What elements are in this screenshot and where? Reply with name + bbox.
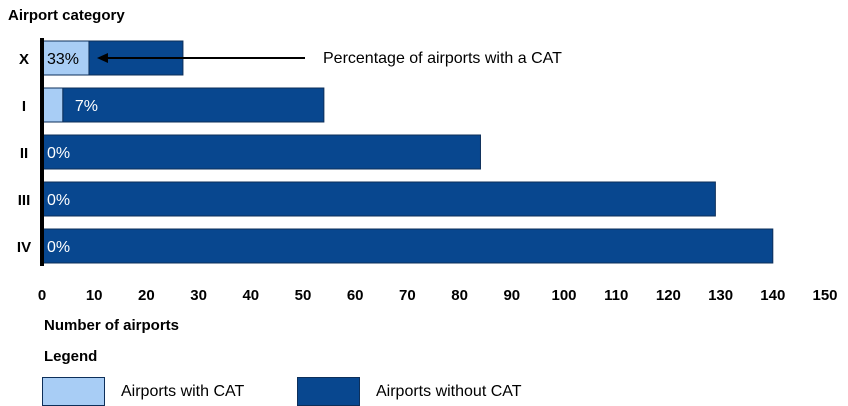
x-tick-label-120: 120 xyxy=(656,287,681,304)
x-tick-label-150: 150 xyxy=(812,287,837,304)
category-label-x: X xyxy=(19,51,29,68)
x-tick-label-10: 10 xyxy=(86,287,103,304)
bar-chart: X 33% I 7% II 0% III 0% IV 0% 0 10 20 30 40 50 60 70 80 90 1… xyxy=(17,38,838,304)
legend-swatch-without-cat xyxy=(297,377,360,406)
x-tick-label-130: 130 xyxy=(708,287,733,304)
data-label-ii: 0% xyxy=(47,145,70,162)
category-label-iv: IV xyxy=(17,239,31,256)
data-label-iv: 0% xyxy=(47,239,70,256)
y-axis-title: Airport category xyxy=(8,7,125,24)
legend-item-without-cat: Airports without CAT xyxy=(297,377,522,406)
x-tick-label-110: 110 xyxy=(604,287,628,304)
data-label-iii: 0% xyxy=(47,192,70,209)
x-axis-title: Number of airports xyxy=(44,317,180,334)
category-label-ii: II xyxy=(20,145,28,162)
legend-swatch-with-cat xyxy=(42,377,105,406)
legend-label-without-cat: Airports without CAT xyxy=(376,382,522,400)
annotation-text: Percentage of airports with a CAT xyxy=(323,50,562,67)
annotation-arrowhead xyxy=(96,53,108,63)
x-tick-label-100: 100 xyxy=(551,287,576,304)
bar-without-cat-iii xyxy=(41,181,716,217)
bar-without-cat-i xyxy=(62,87,325,123)
x-tick-label-90: 90 xyxy=(503,287,520,304)
x-tick-label-40: 40 xyxy=(242,287,259,304)
bar-without-cat-iv xyxy=(41,228,774,264)
bar-with-cat-i xyxy=(41,87,64,123)
bar-without-cat-ii xyxy=(41,134,481,170)
x-tick-label-60: 60 xyxy=(347,287,364,304)
category-label-iii: III xyxy=(18,192,31,209)
legend-label-with-cat: Airports with CAT xyxy=(121,382,245,400)
x-tick-label-70: 70 xyxy=(399,287,416,304)
x-tick-label-140: 140 xyxy=(760,287,785,304)
bars-group xyxy=(40,38,774,266)
x-tick-label-30: 30 xyxy=(190,287,207,304)
x-tick-label-80: 80 xyxy=(451,287,468,304)
x-tick-label-0: 0 xyxy=(38,287,46,304)
data-label-x: 33% xyxy=(47,51,79,68)
category-label-i: I xyxy=(22,98,26,115)
labels-group: X 33% I 7% II 0% III 0% IV 0% 0 10 20 30 40 50 60 70 80 90 1… xyxy=(17,50,838,304)
x-tick-label-20: 20 xyxy=(138,287,155,304)
data-label-i: 7% xyxy=(75,98,98,115)
legend-title: Legend xyxy=(44,348,98,365)
legend-item-with-cat: Airports with CAT xyxy=(42,377,244,406)
x-tick-label-50: 50 xyxy=(295,287,312,304)
